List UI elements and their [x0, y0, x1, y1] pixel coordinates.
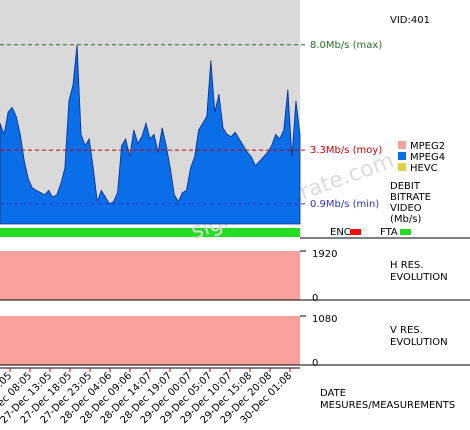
level-bar [0, 316, 300, 365]
panel-title: EVOLUTION [390, 337, 448, 348]
legend-swatch [398, 152, 406, 160]
reference-label: 3.3Mb/s (moy) [310, 145, 382, 156]
panel-title: H RES. [390, 260, 424, 271]
level-bar [0, 251, 300, 300]
legend-swatch [398, 141, 406, 149]
status-label: ENC [330, 227, 351, 238]
y-tick-label: 1920 [312, 249, 337, 260]
legend-label: MPEG4 [410, 152, 445, 163]
panel-title: V RES. [390, 325, 423, 336]
y-axis-text: (Mb/s) [390, 214, 421, 225]
legend-swatch [398, 163, 406, 171]
panel-title: EVOLUTION [390, 272, 448, 283]
y-tick-label: 1080 [312, 314, 337, 325]
reference-label: 8.0Mb/s (max) [310, 40, 382, 51]
y-tick-label: 0 [312, 293, 318, 304]
y-axis-text: BITRATE [390, 192, 431, 203]
y-tick-label: 0 [312, 358, 318, 369]
status-swatch [350, 229, 361, 235]
x-axis-text: DATE [320, 388, 346, 399]
reference-label: 0.9Mb/s (min) [310, 199, 379, 210]
x-axis-text: MESURES/MEASUREMENTS [320, 400, 455, 411]
bitrate-area [0, 44, 301, 225]
vid: VID:401 [390, 15, 430, 26]
legend-label: MPEG2 [410, 141, 445, 152]
status-strip [0, 228, 300, 237]
y-axis-text: VIDEO [390, 203, 422, 214]
status-swatch [400, 229, 411, 235]
legend-label: HEVC [410, 163, 438, 174]
status-label: FTA [380, 227, 398, 238]
y-axis-text: DEBIT [390, 181, 421, 192]
